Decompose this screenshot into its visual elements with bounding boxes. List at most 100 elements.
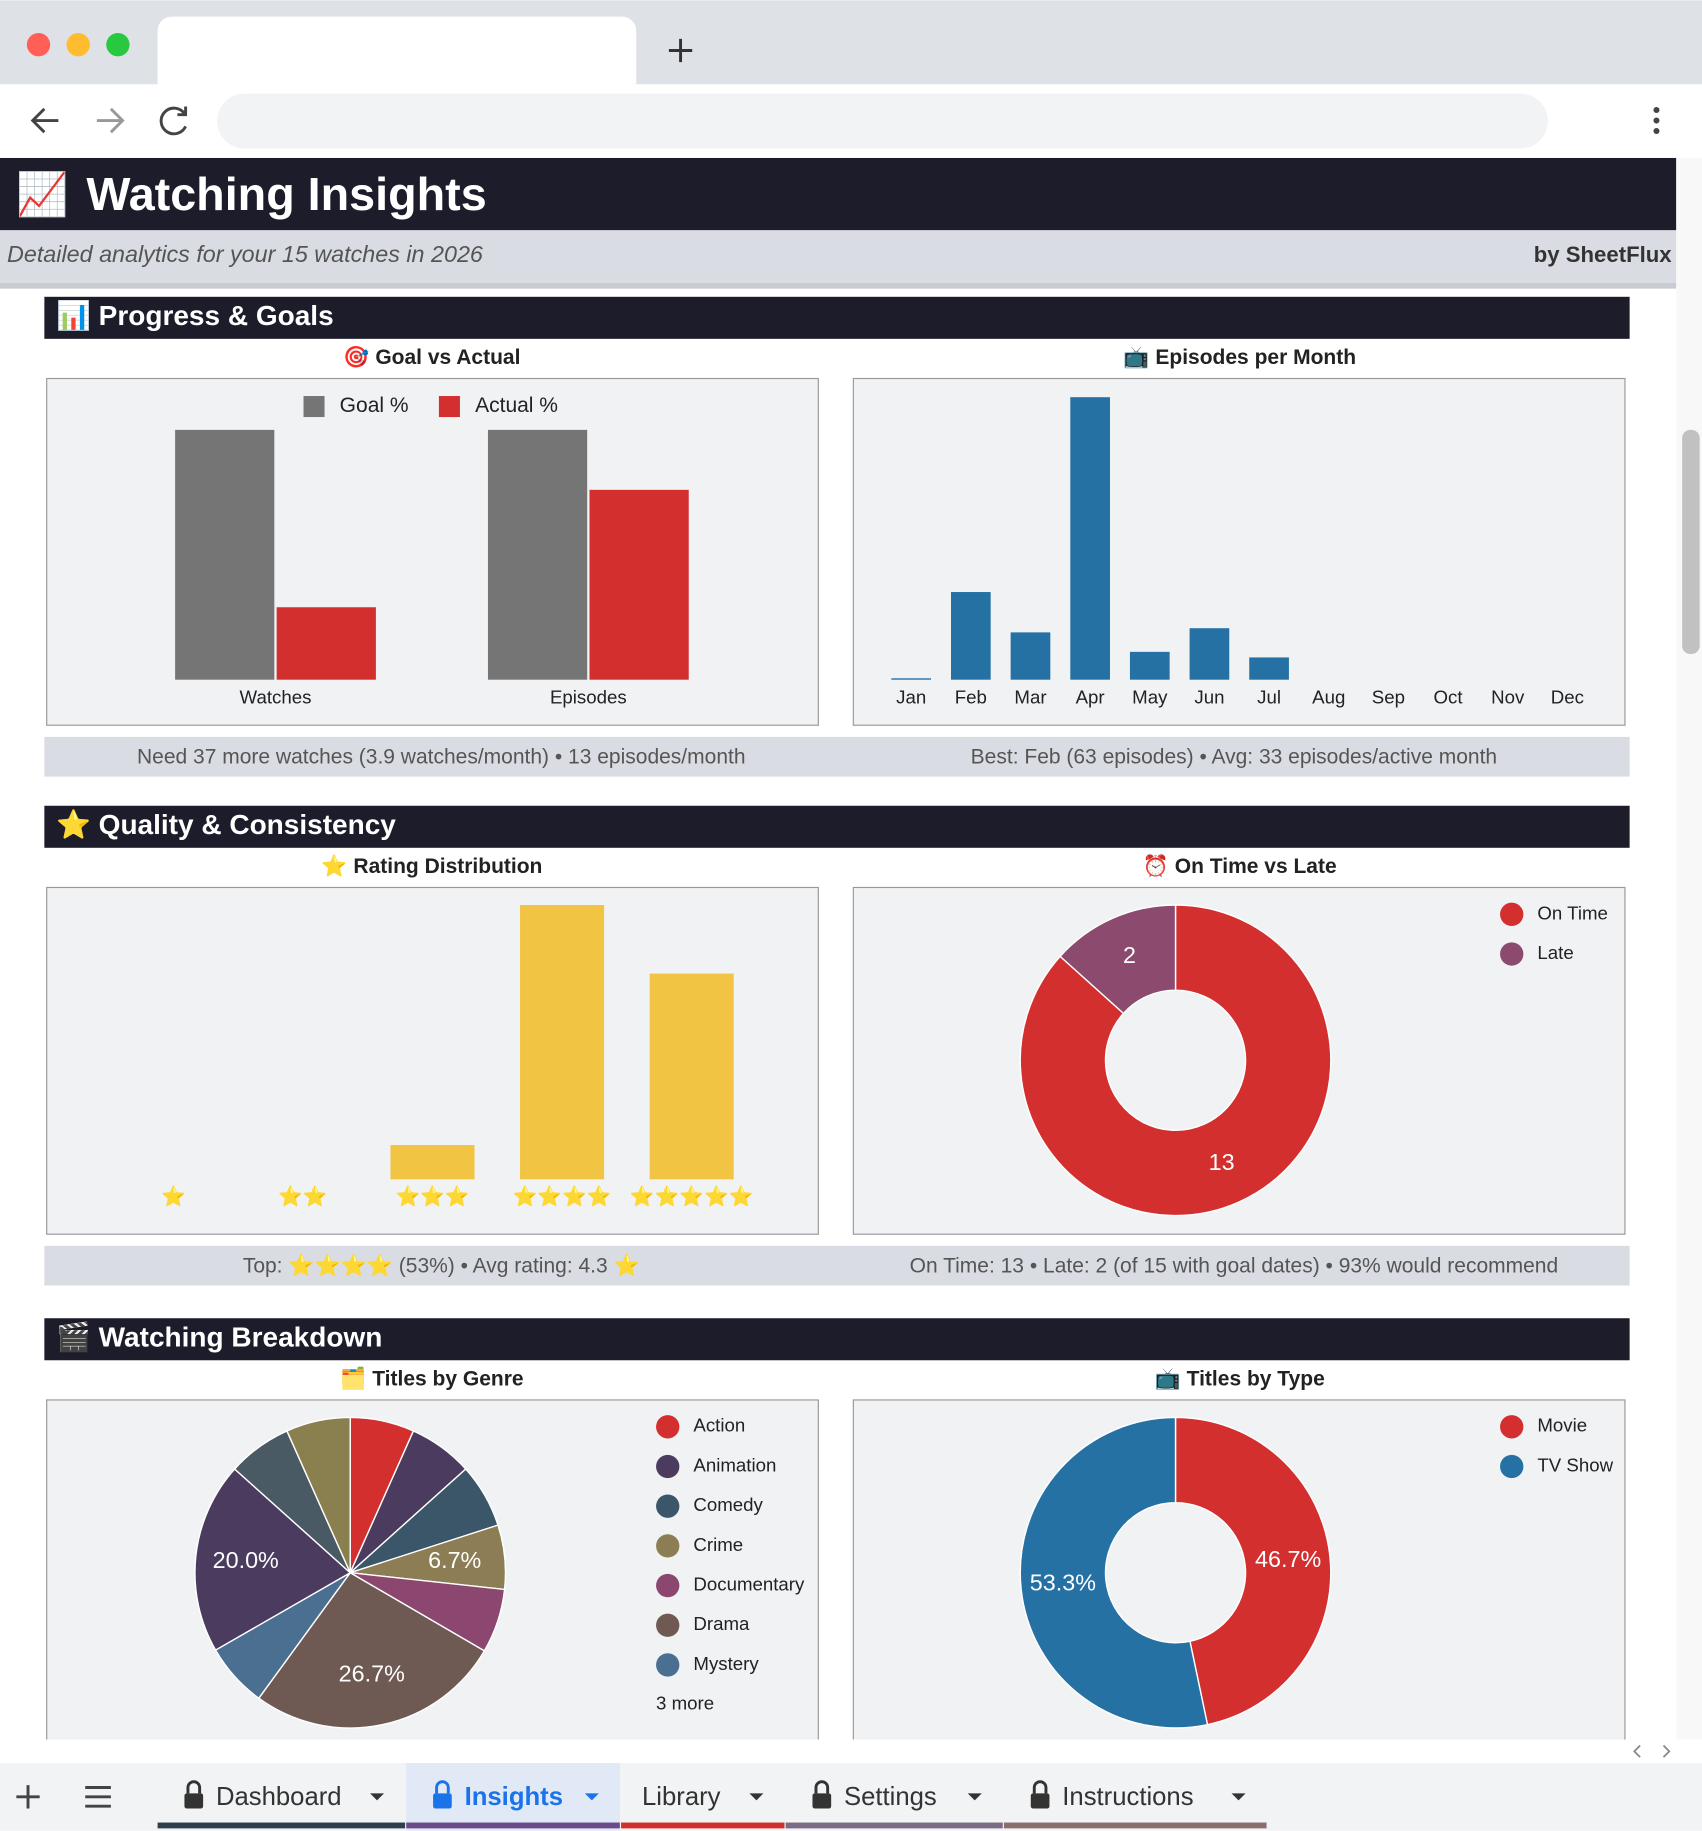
data-label: 53.3% xyxy=(1030,1570,1096,1596)
data-label: 6.7% xyxy=(428,1547,481,1573)
legend-swatch xyxy=(656,1573,680,1598)
x-tick-label: Jan xyxy=(896,686,926,707)
x-tick-label: Dec xyxy=(1551,686,1584,707)
legend-swatch xyxy=(1500,942,1524,966)
tab-underline xyxy=(157,1822,406,1829)
tab-label[interactable]: Dashboard xyxy=(216,1783,342,1811)
scrollbar[interactable] xyxy=(1676,157,1702,1740)
x-tick-label: May xyxy=(1132,686,1168,707)
section-title: 🎬 Watching Breakdown xyxy=(56,1321,382,1354)
bar xyxy=(589,489,689,680)
scrollbar-thumb[interactable] xyxy=(1682,429,1700,655)
bar xyxy=(950,592,991,680)
legend-swatch xyxy=(438,396,460,418)
slice xyxy=(194,1468,352,1652)
browser-tab[interactable] xyxy=(157,16,637,85)
lock-icon xyxy=(186,1780,202,1794)
legend-label: Actual % xyxy=(475,394,558,417)
tab-menu-caret[interactable] xyxy=(749,1793,764,1801)
legend-swatch xyxy=(1500,1415,1524,1439)
x-tick-label: ⭐⭐⭐⭐⭐ xyxy=(630,1185,753,1208)
legend-swatch xyxy=(656,1534,680,1558)
x-tick-label: Mar xyxy=(1014,686,1046,707)
header-title: Watching Insights xyxy=(86,168,486,220)
address-bar[interactable] xyxy=(217,93,1548,149)
lock-icon xyxy=(1030,1793,1050,1809)
all-sheets-button[interactable] xyxy=(85,1786,111,1808)
legend-label: TV Show xyxy=(1537,1454,1613,1475)
legend-swatch xyxy=(303,396,325,418)
section-bar xyxy=(44,1318,1630,1361)
horizontal-scroll-strip xyxy=(0,1739,1702,1763)
tab-underline xyxy=(406,1822,620,1829)
bar xyxy=(891,678,932,680)
sheet-tabs: Dashboard Insights Library Settings Instruct… xyxy=(157,1762,1267,1831)
header-bar xyxy=(0,157,1677,231)
section-title: ⭐ Quality & Consistency xyxy=(56,808,396,840)
minimize-button[interactable] xyxy=(66,32,90,57)
forward-button[interactable] xyxy=(96,107,125,134)
slice xyxy=(1019,904,1332,1217)
data-label: 13 xyxy=(1209,1149,1235,1175)
bar xyxy=(1249,657,1289,680)
legend-label: Animation xyxy=(693,1454,776,1475)
legend-label: Crime xyxy=(693,1534,743,1555)
chart-title: 📺 Titles by Type xyxy=(1155,1368,1325,1391)
lock-icon xyxy=(184,1793,204,1809)
x-tick-label: Watches xyxy=(240,686,312,707)
x-tick-label: Sep xyxy=(1372,686,1405,707)
slice xyxy=(257,1571,486,1729)
sheet-content: 📈 Watching Insights Detailed analytics f… xyxy=(0,157,1677,1740)
tab-underline xyxy=(621,1822,785,1829)
x-tick-label: Jun xyxy=(1194,686,1224,707)
legend-label: Drama xyxy=(693,1613,750,1634)
lock-icon xyxy=(814,1780,830,1794)
tab-underline xyxy=(785,1822,1003,1829)
section-bar xyxy=(44,296,1630,339)
tab-label[interactable]: Library xyxy=(642,1783,721,1811)
tab-menu-caret[interactable] xyxy=(584,1793,599,1801)
x-tick-label: Feb xyxy=(955,686,987,707)
add-sheet-button[interactable] xyxy=(16,1785,40,1809)
legend-label: On Time xyxy=(1537,902,1608,923)
legend-swatch xyxy=(1500,902,1524,927)
bar xyxy=(390,1145,475,1180)
sheet-tab-bar xyxy=(0,1762,1702,1831)
lock-icon xyxy=(1032,1780,1048,1794)
bar xyxy=(1129,651,1170,680)
legend-swatch xyxy=(656,1613,680,1637)
slice xyxy=(1059,904,1177,1015)
tab-label[interactable]: Insights xyxy=(465,1783,563,1811)
x-tick-label: Episodes xyxy=(550,686,627,707)
tab-menu-caret[interactable] xyxy=(967,1793,982,1801)
legend-swatch xyxy=(656,1454,680,1479)
tab-menu-caret[interactable] xyxy=(370,1793,385,1801)
new-tab-button[interactable] xyxy=(668,38,693,63)
close-button[interactable] xyxy=(26,32,51,57)
maximize-button[interactable] xyxy=(106,32,130,57)
back-button[interactable] xyxy=(30,107,59,134)
lock-icon xyxy=(433,1793,452,1809)
tab-menu-caret[interactable] xyxy=(1231,1793,1246,1801)
header-divider xyxy=(0,282,1677,289)
stats-text: On Time: 13 • Late: 2 (of 15 with goal d… xyxy=(910,1254,1559,1277)
menu-button[interactable] xyxy=(1653,106,1660,135)
reload-button[interactable] xyxy=(159,106,188,136)
x-tick-label: Oct xyxy=(1434,686,1464,707)
tab-label[interactable]: Instructions xyxy=(1062,1783,1193,1811)
legend-swatch xyxy=(656,1653,680,1677)
section-bar xyxy=(44,805,1630,848)
stats-bar xyxy=(44,1245,1630,1286)
slice xyxy=(1174,1416,1332,1726)
data-label: 2 xyxy=(1123,942,1136,968)
bar xyxy=(1010,632,1051,680)
lock-icon xyxy=(812,1793,832,1809)
x-tick-label: ⭐⭐⭐⭐ xyxy=(513,1185,612,1208)
x-tick-label: ⭐ xyxy=(161,1185,186,1208)
tab-label[interactable]: Settings xyxy=(844,1783,937,1811)
x-tick-label: ⭐⭐ xyxy=(278,1185,327,1208)
x-tick-label: Jul xyxy=(1257,686,1281,707)
scroll-arrows[interactable] xyxy=(1633,1744,1671,1758)
